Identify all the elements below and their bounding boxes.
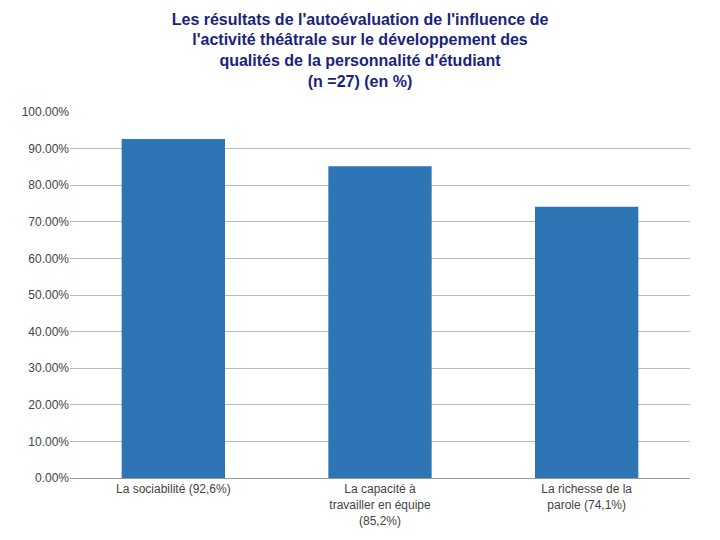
svg-text:80.00%: 80.00%	[28, 178, 69, 192]
svg-text:Les résultats de l'autoévaluat: Les résultats de l'autoévaluation de l'i…	[172, 11, 549, 90]
svg-text:100.00%: 100.00%	[22, 105, 70, 119]
svg-text:90.00%: 90.00%	[28, 142, 69, 156]
svg-text:0.00%: 0.00%	[35, 471, 69, 485]
svg-text:40.00%: 40.00%	[28, 325, 69, 339]
svg-text:70.00%: 70.00%	[28, 215, 69, 229]
svg-text:La capacité àtravailler en équ: La capacité àtravailler en équipe(85,2%)	[329, 482, 431, 527]
svg-text:30.00%: 30.00%	[28, 361, 69, 375]
svg-text:20.00%: 20.00%	[28, 398, 69, 412]
svg-text:La richesse de laparole (74,1%: La richesse de laparole (74,1%)	[541, 482, 632, 512]
svg-text:La sociabilité (92,6%): La sociabilité (92,6%)	[116, 482, 231, 496]
svg-text:60.00%: 60.00%	[28, 252, 69, 266]
svg-text:50.00%: 50.00%	[28, 288, 69, 302]
svg-text:10.00%: 10.00%	[28, 435, 69, 449]
